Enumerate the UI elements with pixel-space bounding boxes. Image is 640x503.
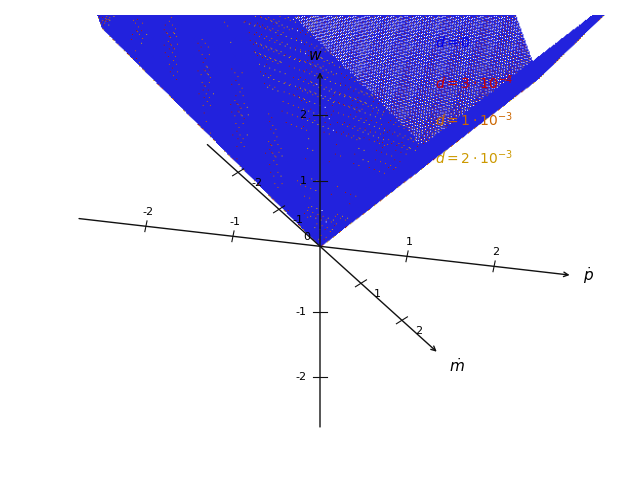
Text: 2: 2 (300, 110, 307, 120)
Text: 2: 2 (415, 326, 422, 337)
Text: $\dot{p}$: $\dot{p}$ (582, 265, 594, 286)
Text: -2: -2 (143, 207, 154, 217)
Text: 1: 1 (406, 237, 413, 247)
Text: 1: 1 (374, 289, 381, 299)
Text: -1: -1 (230, 217, 241, 227)
Text: -2: -2 (252, 179, 262, 189)
Text: $0$: $0$ (303, 230, 312, 242)
Text: -2: -2 (296, 372, 307, 382)
Text: $w$: $w$ (308, 48, 322, 63)
Text: -1: -1 (296, 307, 307, 317)
Text: $d = 2 \cdot 10^{-3}$: $d = 2 \cdot 10^{-3}$ (435, 148, 513, 167)
Text: 2: 2 (493, 247, 500, 257)
Text: 1: 1 (300, 176, 307, 186)
Text: -1: -1 (292, 215, 303, 225)
Text: $\dot{m}$: $\dot{m}$ (449, 358, 465, 375)
Text: $d = 3 \cdot 10^{-4}$: $d = 3 \cdot 10^{-4}$ (435, 73, 513, 92)
Text: $d = 1 \cdot 10^{-3}$: $d = 1 \cdot 10^{-3}$ (435, 111, 513, 129)
Text: $d = 0$: $d = 0$ (435, 35, 471, 50)
